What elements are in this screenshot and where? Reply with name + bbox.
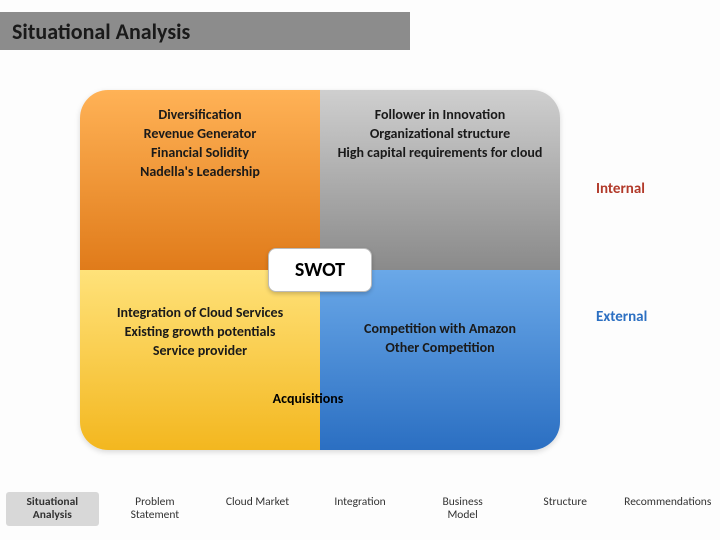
swot-item: Revenue Generator — [90, 125, 310, 144]
swot-item: Follower in Innovation — [330, 106, 550, 125]
quadrant-threats: Competition with AmazonOther Competition — [320, 270, 560, 450]
swot-item: Organizational structure — [330, 125, 550, 144]
side-label-external: External — [596, 308, 647, 326]
overlap-label: Acquisitions — [248, 390, 368, 407]
nav-item[interactable]: Cloud Market — [211, 492, 304, 526]
swot-item: Financial Solidity — [90, 144, 310, 163]
swot-item: Competition with Amazon — [330, 320, 550, 339]
swot-center-label: SWOT — [268, 248, 372, 292]
swot-item: Nadella's Leadership — [90, 163, 310, 182]
bottom-nav: SituationalAnalysis ProblemStatement Cloud… — [6, 492, 714, 526]
swot-item: Integration of Cloud Services — [90, 304, 310, 323]
quadrant-opportunities: Integration of Cloud ServicesExisting gr… — [80, 270, 320, 450]
page-title: Situational Analysis — [12, 18, 190, 45]
swot-item: High capital requirements for cloud — [330, 144, 550, 163]
swot-item: Existing growth potentials — [90, 323, 310, 342]
swot-item: Service provider — [90, 342, 310, 361]
title-bar: Situational Analysis — [0, 12, 410, 50]
quadrant-strengths: DiversificationRevenue GeneratorFinancia… — [80, 90, 320, 270]
nav-item[interactable]: ProblemStatement — [109, 492, 202, 526]
quadrant-weaknesses: Follower in InnovationOrganizational str… — [320, 90, 560, 270]
nav-item[interactable]: BusinessModel — [416, 492, 509, 526]
swot-item: Other Competition — [330, 339, 550, 358]
nav-item[interactable]: SituationalAnalysis — [6, 492, 99, 526]
nav-item[interactable]: Recommendations — [621, 492, 714, 526]
nav-item[interactable]: Integration — [314, 492, 407, 526]
swot-item: Diversification — [90, 106, 310, 125]
side-label-internal: Internal — [596, 180, 645, 198]
nav-item[interactable]: Structure — [519, 492, 612, 526]
